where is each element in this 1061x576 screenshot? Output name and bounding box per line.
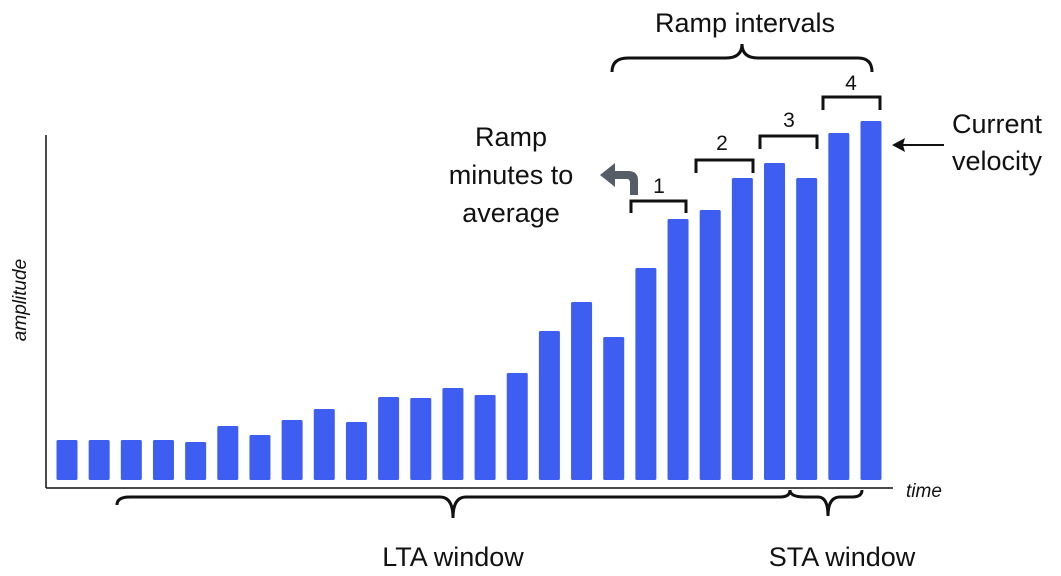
bar: [217, 426, 239, 480]
bar: [474, 395, 496, 480]
bar: [281, 420, 303, 480]
bar: [313, 409, 335, 480]
current-velocity-label: Current: [952, 109, 1043, 139]
bar: [88, 440, 110, 480]
bar: [667, 219, 689, 480]
bar: [796, 178, 818, 480]
interval-number: 2: [716, 132, 728, 155]
bar: [860, 121, 882, 480]
bar: [571, 302, 593, 480]
y-axis-label: amplitude: [10, 259, 31, 341]
bar: [828, 133, 850, 480]
ramp-intervals-label: Ramp intervals: [655, 8, 835, 38]
bar: [378, 397, 400, 480]
bar: [442, 388, 464, 480]
bar: [538, 331, 560, 480]
bar: [603, 337, 625, 480]
ramp-minutes-label: Ramp: [475, 122, 547, 152]
bar: [410, 398, 432, 480]
bar: [249, 435, 271, 480]
bar: [185, 442, 207, 480]
interval-number: 3: [783, 109, 795, 132]
sta-brace: [788, 489, 864, 517]
bar: [699, 210, 721, 480]
bar: [56, 440, 78, 480]
ramp-minutes-label: average: [462, 198, 560, 228]
lta-label: LTA window: [382, 542, 524, 572]
lta-brace: [115, 489, 792, 519]
interval-bracket: [694, 158, 755, 173]
ramp-brace: [610, 43, 874, 73]
velocity-arrowhead: [892, 138, 905, 152]
interval-bracket: [821, 95, 882, 110]
bar: [120, 440, 142, 480]
bar: [635, 268, 657, 480]
return-arrow: [600, 163, 638, 195]
bar: [506, 373, 528, 480]
x-axis-label: time: [906, 481, 942, 502]
bar: [764, 163, 786, 480]
interval-number: 4: [845, 72, 857, 95]
interval-bracket: [629, 199, 688, 213]
bar: [152, 440, 174, 480]
sta-label: STA window: [769, 542, 916, 572]
ramp-minutes-label: minutes to: [449, 160, 574, 190]
bar: [345, 422, 367, 480]
bar: [731, 178, 753, 480]
interval-bracket: [758, 134, 819, 149]
current-velocity-label: velocity: [952, 146, 1043, 176]
interval-number: 1: [653, 175, 665, 198]
